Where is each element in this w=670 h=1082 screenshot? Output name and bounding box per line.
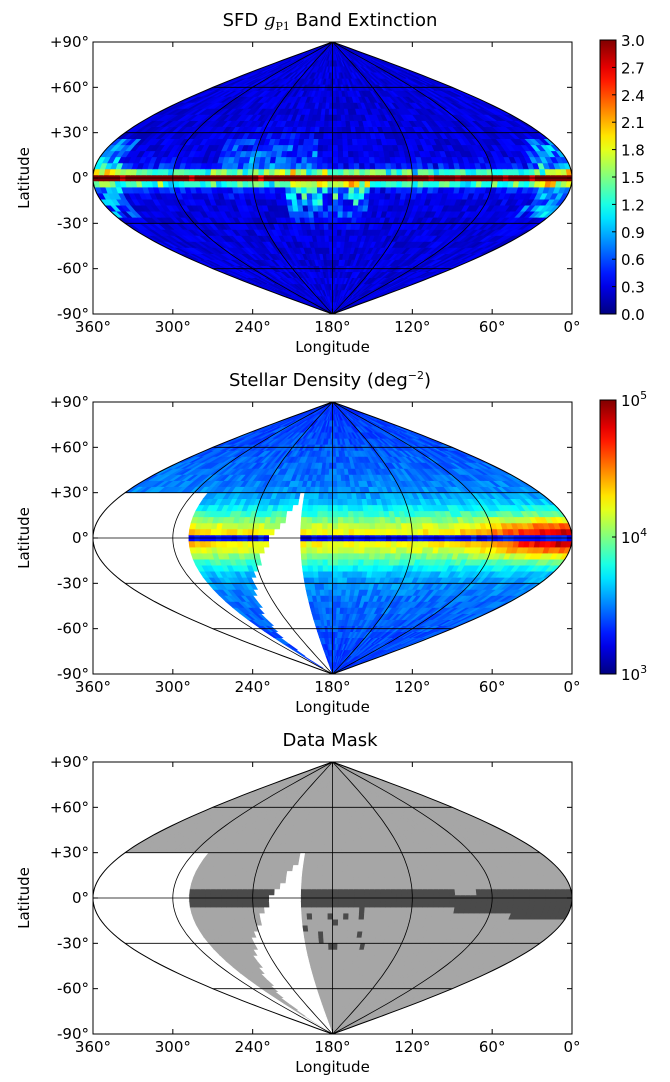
data-mask-panel: Data Mask 360° 300° 240° 180° 120° 60° 0° +90° +… (0, 720, 670, 1082)
y-tick-label: +90° (50, 393, 89, 411)
y-tick-label: +60° (50, 78, 89, 96)
y-tick-label: -60° (57, 980, 89, 998)
x-tick-label: 240° (235, 318, 271, 336)
x-tick-label: 120° (394, 318, 430, 336)
colorbar-tick-label: 0.9 (621, 224, 645, 242)
graticule (92, 401, 573, 675)
y-tick-label: -30° (57, 574, 89, 592)
y-tick-label: -60° (57, 620, 89, 638)
map-cells (124, 402, 572, 674)
colorbar-tick-label: 2.7 (621, 59, 645, 77)
y-tick-label: +60° (50, 798, 89, 816)
chart-title: SFD gP1 Band Extinction (223, 10, 438, 33)
x-tick-label: 300° (155, 1038, 191, 1056)
y-tick-label: -30° (57, 934, 89, 952)
y-axis-label: Latitude (15, 147, 33, 209)
colorbar-tick-label: 1.5 (621, 169, 645, 187)
y-tick-label: -30° (57, 214, 89, 232)
colorbar-tick-label: 3.0 (621, 32, 645, 50)
y-tick-label: +90° (50, 753, 89, 771)
y-tick-label: 0° (72, 169, 89, 187)
x-tick-label: 180° (314, 318, 350, 336)
y-tick-label: -60° (57, 260, 89, 278)
y-tick-label: +30° (50, 484, 89, 502)
y-axis-label: Latitude (15, 507, 33, 569)
y-tick-label: +30° (50, 124, 89, 142)
x-tick-label: 300° (155, 678, 191, 696)
colorbar-tick-label: 0.0 (621, 306, 645, 324)
y-tick-label: 0° (72, 889, 89, 907)
x-axis-label: Longitude (295, 1058, 370, 1076)
x-tick-label: 0° (563, 318, 580, 336)
y-tick-label: -90° (57, 305, 89, 323)
y-tick-label: 0° (72, 529, 89, 547)
chart-title: Data Mask (282, 730, 378, 751)
extinction-panel: SFD gP1 Band Extinction 360° 300° 240° 180°… (0, 0, 670, 360)
colorbar-tick-label: 2.1 (621, 114, 645, 132)
x-tick-label: 60° (479, 318, 506, 336)
chart-title: Stellar Density (deg−2) (229, 369, 431, 391)
extinction-map-chart: SFD gP1 Band Extinction 360° 300° 240° 180°… (15, 10, 645, 356)
y-tick-label: +60° (50, 438, 89, 456)
colorbar-tick-label: 105 (621, 389, 647, 410)
data-mask-map-chart: Data Mask 360° 300° 240° 180° 120° 60° 0° +90° +… (15, 730, 581, 1076)
x-tick-label: 0° (563, 1038, 580, 1056)
x-tick-label: 360° (75, 678, 111, 696)
x-tick-label: 180° (314, 678, 350, 696)
x-tick-label: 60° (479, 1038, 506, 1056)
colorbar-tick-label: 0.3 (621, 279, 645, 297)
x-tick-label: 120° (394, 1038, 430, 1056)
colorbar-tick-label: 1.8 (621, 142, 645, 160)
stellar-density-panel: Stellar Density (deg−2) 360° 300° 240° 180°… (0, 360, 670, 720)
stellar-density-map-chart: Stellar Density (deg−2) 360° 300° 240° 180°… (15, 369, 647, 716)
colorbar-tick-label: 2.4 (621, 87, 645, 105)
graticule (92, 41, 573, 315)
y-axis-label: Latitude (15, 867, 33, 929)
colorbar-tick-label: 103 (621, 663, 647, 684)
x-tick-label: 240° (235, 1038, 271, 1056)
colorbar-tick-label: 0.6 (621, 251, 645, 269)
colorbar-tick-label: 104 (621, 526, 647, 547)
graticule (92, 761, 573, 1035)
x-axis-label: Longitude (295, 338, 370, 356)
x-tick-label: 300° (155, 318, 191, 336)
y-tick-label: -90° (57, 1025, 89, 1043)
y-tick-label: +90° (50, 33, 89, 51)
colorbar-tick-label: 1.2 (621, 196, 645, 214)
x-tick-label: 0° (563, 678, 580, 696)
x-tick-label: 240° (235, 678, 271, 696)
y-tick-label: -90° (57, 665, 89, 683)
y-tick-label: +30° (50, 844, 89, 862)
x-axis-label: Longitude (295, 698, 370, 716)
x-tick-label: 120° (394, 678, 430, 696)
x-tick-label: 60° (479, 678, 506, 696)
x-tick-label: 360° (75, 1038, 111, 1056)
x-tick-label: 360° (75, 318, 111, 336)
x-tick-label: 180° (314, 1038, 350, 1056)
